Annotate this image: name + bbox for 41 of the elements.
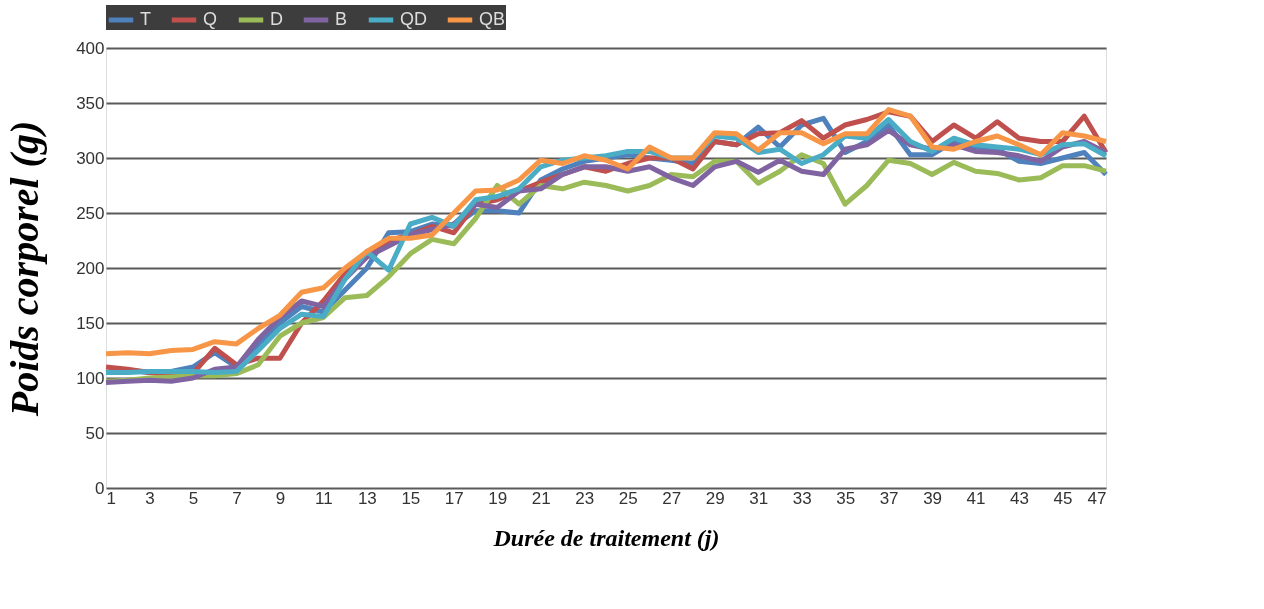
x-axis-title: Durée de traitement (j) bbox=[492, 524, 720, 551]
x-tick-label: 21 bbox=[531, 488, 551, 508]
x-tick-label: 19 bbox=[488, 488, 508, 508]
y-tick-label: 300 bbox=[76, 148, 105, 168]
x-tick-label: 11 bbox=[315, 488, 333, 508]
x-tick-label: 31 bbox=[749, 488, 769, 508]
x-tick-label: 3 bbox=[145, 488, 155, 508]
y-tick-label: 350 bbox=[76, 93, 105, 113]
legend-label: QD bbox=[400, 9, 427, 29]
y-tick-label: 200 bbox=[76, 258, 105, 278]
x-tick-label: 1 bbox=[106, 488, 116, 508]
x-tick-label: 33 bbox=[792, 488, 812, 508]
x-tick-label: 15 bbox=[401, 488, 421, 508]
y-tick-label: 0 bbox=[95, 478, 105, 498]
x-tick-label: 7 bbox=[232, 488, 242, 508]
y-tick-label: 250 bbox=[76, 203, 105, 223]
legend-label: T bbox=[140, 9, 151, 29]
legend-label: QB bbox=[479, 9, 506, 29]
y-axis-title: Poids corporel (g) bbox=[2, 120, 48, 418]
x-tick-label: 27 bbox=[662, 488, 682, 508]
legend-label: B bbox=[335, 9, 348, 29]
y-tick-label: 150 bbox=[76, 313, 105, 333]
x-tick-label: 39 bbox=[923, 488, 943, 508]
x-tick-label: 13 bbox=[357, 488, 377, 508]
legend-label: Q bbox=[203, 9, 218, 29]
x-tick-label: 23 bbox=[575, 488, 595, 508]
y-tick-label: 50 bbox=[85, 423, 105, 443]
x-tick-label: 25 bbox=[618, 488, 638, 508]
x-tick-label: 5 bbox=[188, 488, 199, 508]
x-tick-label: 47 bbox=[1087, 488, 1107, 508]
x-tick-label: 45 bbox=[1053, 488, 1073, 508]
x-tick-label: 41 bbox=[966, 488, 986, 508]
x-tick-label: 29 bbox=[705, 488, 725, 508]
x-tick-label: 35 bbox=[836, 488, 856, 508]
x-tick-label: 37 bbox=[879, 488, 899, 508]
y-tick-label: 100 bbox=[76, 368, 105, 388]
x-tick-label: 43 bbox=[1010, 488, 1029, 508]
y-tick-label: 400 bbox=[76, 38, 105, 58]
legend-label: D bbox=[270, 9, 283, 29]
x-tick-label: 17 bbox=[444, 488, 464, 508]
x-tick-label: 9 bbox=[275, 488, 286, 508]
